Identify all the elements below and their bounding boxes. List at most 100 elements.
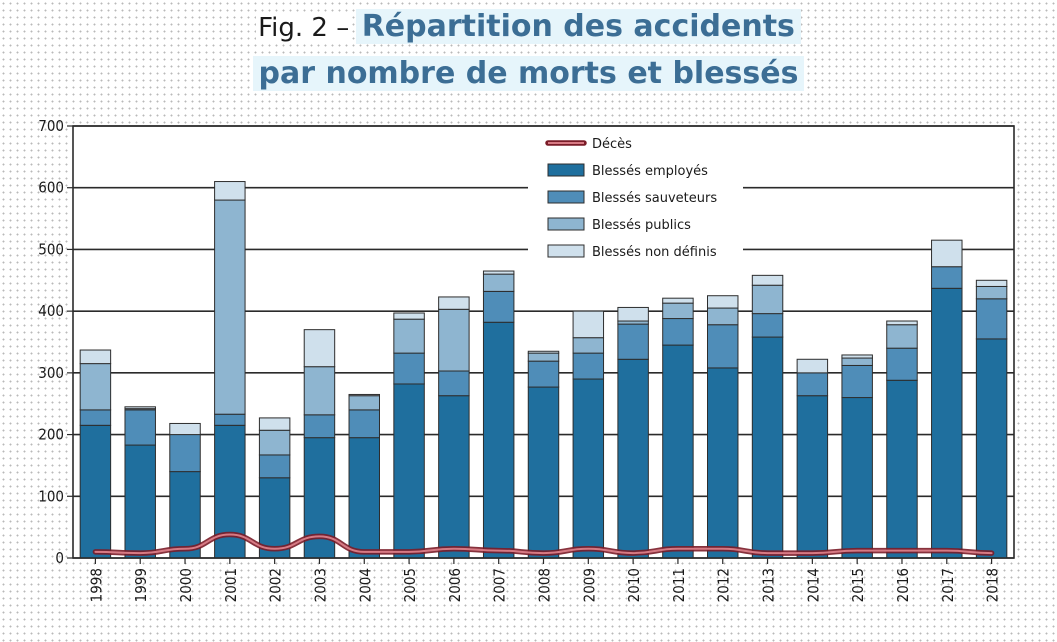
bar-segment-2006-s0 [438,395,470,559]
xtick-label: 2009 [580,568,598,602]
bar-segment-2013-s1 [751,313,784,338]
xtick-label: 2001 [222,568,240,602]
legend-label: Blessés non définis [592,245,717,260]
bar-segment-2015-s1 [841,364,873,399]
bar-segment-2002-s0 [258,477,291,559]
chart-title: Fig. 2 – Répartition des accidents par n… [0,6,1057,100]
xtick-label: 2006 [446,568,464,602]
bar-segment-2018-s1 [975,298,1008,340]
title-line-1: Répartition des accidents [355,9,801,44]
bar-segment-2016-s1 [886,347,918,381]
bar-segment-2008-s0 [527,386,560,559]
bar-segment-2003-s1 [303,414,336,439]
bar-segment-1998-s3 [79,349,112,365]
bar-segment-2014-s3 [796,358,829,374]
legend-swatch-2 [547,190,585,204]
figure-number: Fig. 2 – [256,13,352,43]
bar-segment-2004-s2 [348,395,380,411]
legend-label: Blessés sauveteurs [592,191,717,206]
bar-segment-2011-s0 [662,344,694,559]
bar-segment-2018-s2 [975,285,1008,300]
bar-segment-2010-s0 [617,358,649,559]
bar-segment-2012-s1 [707,324,739,369]
bar-segment-2015-s2 [841,357,873,366]
bar-segment-2009-s2 [572,337,605,354]
xtick-label: 2004 [356,568,374,602]
bar-segment-2017-s1 [931,266,963,289]
bar-segment-2014-s0 [796,395,829,559]
legend-label: Décès [592,137,632,152]
bar-segment-2001-s1 [214,413,246,426]
bar-segment-2008-s3 [527,350,560,354]
bar-segment-2012-s2 [707,307,739,326]
bar-segment-2013-s0 [751,336,784,559]
bar-segment-2009-s1 [572,352,605,380]
ytick-label: 300 [38,364,64,382]
bar-segment-2013-s2 [751,284,784,315]
xtick-label: 2008 [536,568,554,602]
xtick-label: 2018 [984,568,1002,602]
bar-segment-1999-s1 [124,409,156,446]
bar-segment-2018-s3 [975,279,1008,287]
bar-segment-2000-s0 [169,471,201,559]
bar-segment-2012-s0 [707,367,739,559]
bar-segment-2010-s1 [617,323,649,360]
bar-segment-2009-s0 [572,378,605,559]
line-deces [94,533,993,555]
xtick-label: 2007 [491,568,509,602]
bar-segment-2010-s3 [617,306,649,322]
legend-label: Blessés publics [592,218,691,233]
bar-segment-2017-s0 [931,287,963,559]
bar-segment-2005-s0 [393,383,425,559]
legend-swatch-4 [547,244,585,258]
bar-segment-2012-s3 [707,295,739,309]
ytick-label: 100 [38,487,64,505]
bar-segment-2013-s3 [751,274,784,286]
bar-segment-2002-s2 [258,429,291,456]
bar-segment-2014-s1 [796,372,829,397]
bar-segment-2003-s2 [303,366,336,416]
legend-swatch-3 [547,217,585,231]
ytick-label: 200 [38,426,64,444]
xtick-label: 2005 [401,568,419,602]
xtick-label: 2011 [670,568,688,602]
bar-segment-2011-s3 [662,297,694,304]
bar-segment-2007-s2 [482,273,515,292]
bar-segment-2008-s1 [527,360,560,388]
xtick-label: 2003 [311,568,329,602]
bar-segment-2011-s1 [662,318,694,346]
bar-segment-2001-s2 [214,199,246,415]
bar-segment-2004-s1 [348,409,380,439]
bar-segment-2015-s0 [841,397,873,559]
legend-label: Blessés employés [592,164,708,179]
bar-segment-1999-s3 [124,406,156,410]
legend-swatch-1 [547,163,585,177]
ytick-label: 400 [38,302,64,320]
bar-segment-2006-s3 [438,296,470,310]
ytick-label: 700 [38,117,64,135]
ytick-label: 0 [55,549,64,567]
bar-segment-2002-s3 [258,417,291,431]
bar-segment-2005-s2 [393,318,425,354]
bar-segment-2007-s1 [482,290,515,323]
bar-segment-2015-s3 [841,354,873,359]
bar-segment-2005-s1 [393,352,425,385]
xtick-label: 1998 [87,568,105,602]
bar-segment-2016-s2 [886,324,918,349]
bar-segment-2008-s2 [527,352,560,362]
bar-segment-1999-s0 [124,444,156,559]
xtick-label: 2014 [804,568,822,602]
xtick-label: 2010 [625,568,643,602]
bar-segment-2002-s1 [258,454,291,479]
xtick-label: 2015 [849,568,867,602]
bar-segment-2018-s0 [975,338,1008,559]
bar-segment-1998-s0 [79,424,112,559]
bar-segment-2011-s2 [662,302,694,320]
bar-segment-2007-s0 [482,321,515,559]
bar-segment-2017-s3 [931,239,963,268]
xtick-label: 2000 [177,568,195,602]
xtick-label: 2016 [894,568,912,602]
bar-segment-2016-s3 [886,320,918,326]
bar-segment-1998-s2 [79,363,112,411]
